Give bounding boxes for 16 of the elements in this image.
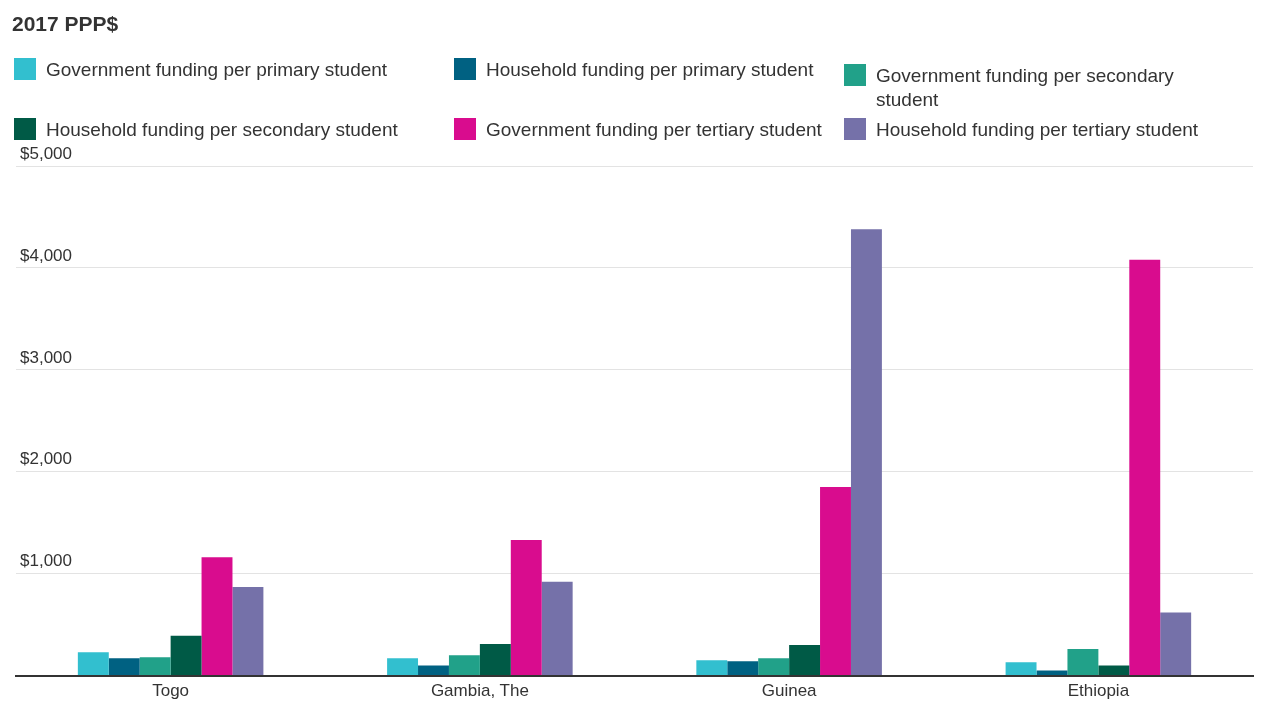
chart-title: 2017 PPP$: [12, 12, 120, 36]
y-tick-label: $2,000: [20, 449, 72, 469]
y-tick-label: $5,000: [20, 143, 72, 163]
x-tick-label: Ethiopia: [1067, 681, 1130, 701]
legend-label: Household funding per secondary student: [46, 118, 398, 142]
legend-label: Household funding per tertiary student: [876, 118, 1199, 142]
y-tick-label: $3,000: [20, 347, 72, 367]
x-tick-label: Togo: [152, 681, 190, 701]
y-tick-label: $1,000: [20, 551, 72, 571]
y-tick-label: $4,000: [20, 245, 72, 265]
legend-label: Household funding per primary student: [486, 58, 814, 82]
x-tick-label: Gambia, The: [430, 681, 529, 701]
x-tick-label: Guinea: [761, 681, 818, 701]
legend-label: Government funding per tertiary student: [486, 118, 822, 142]
legend-label: Government funding per secondary student: [876, 64, 1175, 112]
legend-label: Government funding per primary student: [46, 58, 388, 82]
